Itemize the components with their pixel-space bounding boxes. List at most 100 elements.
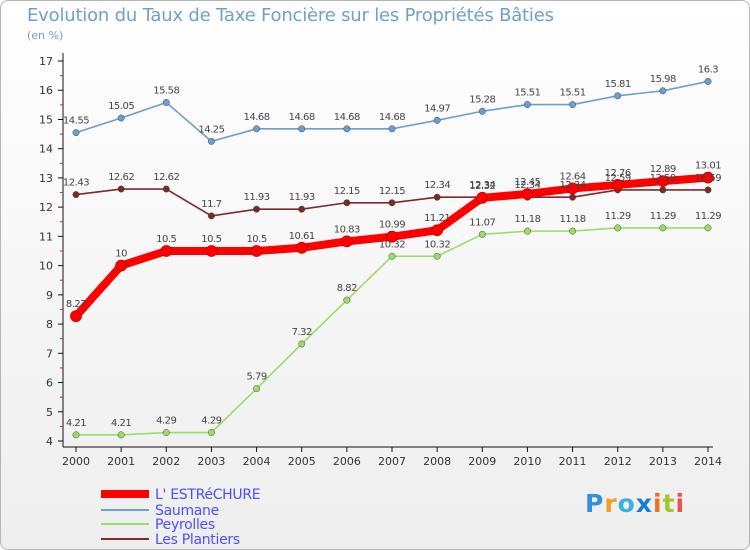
data-point: [386, 230, 398, 243]
data-point: [704, 186, 712, 194]
chart-title: Evolution du Taux de Taxe Foncière sur l…: [27, 5, 554, 26]
data-label: 14.68: [244, 112, 270, 123]
data-point: [340, 235, 353, 248]
data-point: [160, 245, 173, 257]
legend-label: L' ESTRéCHURE: [155, 487, 260, 503]
data-label: 4.29: [201, 416, 221, 427]
x-tick-label: 2010: [513, 455, 541, 468]
data-label: 11.07: [469, 217, 495, 228]
y-tick-label: 13: [39, 172, 53, 185]
data-point: [298, 125, 306, 133]
data-point: [115, 259, 128, 272]
data-point: [253, 385, 261, 393]
y-tick-label: 16: [39, 84, 53, 97]
data-label: 12.59: [605, 173, 631, 184]
data-point: [298, 205, 306, 213]
data-label: 12.34: [560, 180, 586, 191]
data-point: [295, 241, 308, 254]
x-tick-label: 2005: [288, 455, 316, 468]
data-point: [656, 175, 669, 188]
data-point: [298, 340, 306, 348]
data-point: [253, 205, 261, 213]
y-tick-label: 7: [46, 347, 53, 360]
data-point: [72, 191, 80, 199]
data-point: [478, 230, 486, 238]
data-label: 12.59: [650, 173, 676, 184]
data-label: 12.45: [514, 177, 540, 188]
data-label: 11.29: [650, 211, 676, 222]
data-point: [476, 191, 489, 204]
data-label: 10: [115, 249, 127, 260]
y-tick-label: 11: [39, 230, 53, 243]
data-label: 12.89: [650, 164, 676, 175]
data-point: [659, 186, 667, 194]
data-point: [162, 429, 170, 436]
data-label: 4.21: [66, 418, 86, 429]
data-label: 16.3: [698, 64, 718, 75]
y-tick-label: 4: [46, 435, 53, 448]
data-point: [117, 114, 125, 122]
x-tick-label: 2012: [604, 455, 632, 468]
data-point: [343, 296, 351, 304]
data-point: [343, 125, 351, 133]
data-label: 11.29: [695, 211, 721, 222]
data-point: [433, 193, 441, 201]
y-tick-label: 6: [46, 377, 53, 390]
data-label: 10.32: [424, 239, 450, 250]
data-label: 12.34: [424, 180, 450, 191]
logo-letter: x: [635, 489, 653, 518]
data-point: [162, 185, 170, 193]
data-label: 11.7: [201, 199, 221, 210]
data-label: 15.51: [560, 88, 586, 99]
data-point: [388, 199, 396, 207]
data-point: [207, 212, 215, 220]
data-label: 14.68: [289, 112, 315, 123]
data-point: [388, 125, 396, 133]
data-point: [659, 87, 667, 95]
data-label: 10.99: [379, 220, 405, 231]
data-label: 4.21: [111, 418, 131, 429]
data-label: 14.25: [198, 124, 224, 135]
x-tick-label: 2014: [694, 455, 722, 468]
y-tick-label: 9: [46, 289, 53, 302]
data-point: [72, 431, 80, 439]
logo-letter: t: [662, 489, 676, 518]
x-tick-label: 2002: [152, 455, 180, 468]
data-label: 10.32: [379, 239, 405, 250]
data-point: [433, 116, 441, 124]
data-label: 11.29: [605, 211, 631, 222]
data-label: 12.64: [560, 171, 586, 182]
data-point: [702, 171, 714, 184]
data-label: 4.29: [156, 416, 176, 427]
data-point: [566, 182, 579, 195]
data-label: 15.58: [153, 86, 179, 97]
y-tick-label: 17: [39, 55, 53, 68]
data-point: [431, 224, 444, 237]
data-label: 12.62: [108, 172, 134, 183]
data-point: [614, 92, 622, 100]
data-label: 15.81: [605, 79, 631, 90]
data-point: [388, 252, 396, 260]
data-point: [478, 107, 486, 115]
legend-label: Peyrolles: [155, 517, 215, 533]
data-label: 15.51: [514, 88, 540, 99]
data-point: [569, 193, 577, 201]
data-label: 12.59: [695, 173, 721, 184]
data-label: 14.68: [379, 112, 405, 123]
data-point: [611, 179, 624, 191]
data-label: 10.83: [334, 224, 360, 235]
logo-letter: P: [585, 489, 605, 518]
legend-label: Saumane: [155, 503, 219, 519]
data-point: [207, 429, 215, 436]
chart-subtitle: (en %): [27, 29, 64, 42]
data-label: 12.76: [605, 168, 631, 179]
data-point: [523, 227, 531, 235]
x-tick-label: 2008: [423, 455, 451, 468]
data-point: [117, 431, 125, 439]
data-label: 11.21: [424, 213, 450, 224]
legend-label: Les Plantiers: [155, 532, 240, 548]
data-label: 12.15: [379, 186, 405, 197]
data-label: 10.5: [246, 234, 266, 245]
data-label: 8.82: [337, 283, 357, 294]
